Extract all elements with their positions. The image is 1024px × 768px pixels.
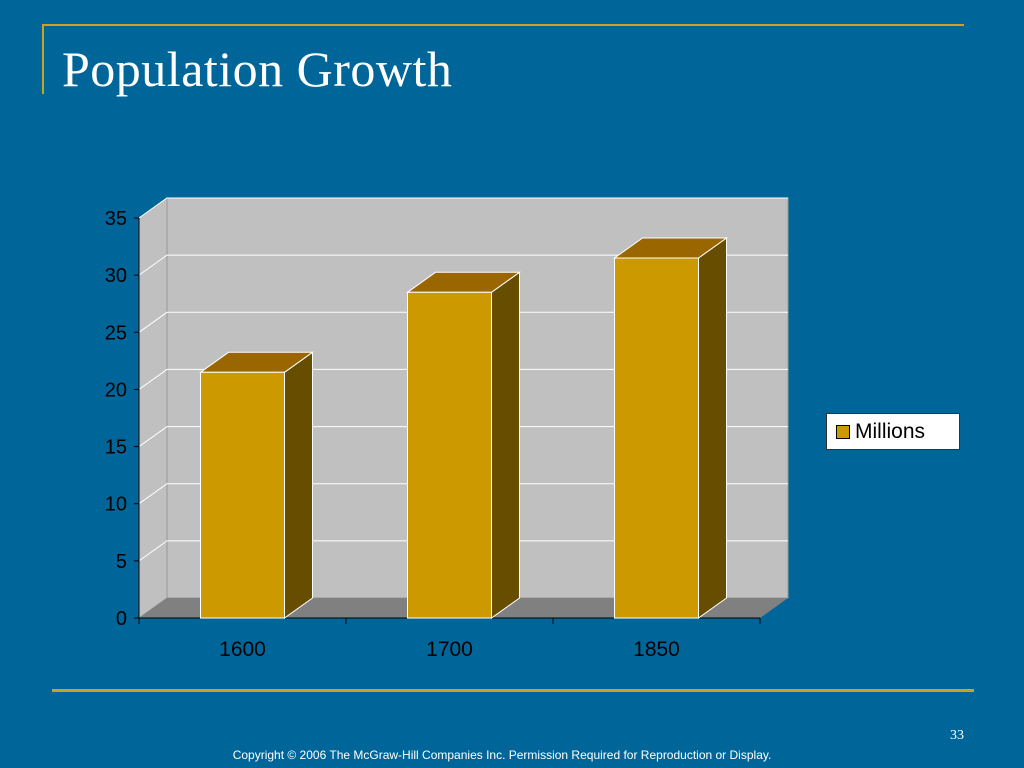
chart-legend: Millions <box>826 413 960 450</box>
chart-gridline <box>138 254 788 276</box>
bar-1850 <box>614 257 699 619</box>
y-tick-label: 20 <box>105 379 127 401</box>
y-tick-label: 35 <box>105 208 127 230</box>
slide-title: Population Growth <box>62 41 453 97</box>
copyright-footer: Copyright © 2006 The McGraw-Hill Compani… <box>232 748 772 762</box>
y-tick-label: 25 <box>105 322 127 344</box>
top-accent-line <box>42 24 964 26</box>
bar-1600 <box>200 371 285 619</box>
chart-gridline <box>138 483 788 505</box>
chart-gridline <box>138 311 788 333</box>
left-accent-line <box>42 24 44 94</box>
bar-1700 <box>407 291 492 619</box>
x-tick-label: 1850 <box>633 638 680 661</box>
bar-side-1600 <box>284 351 313 619</box>
chart-gridline <box>138 368 788 390</box>
chart-side-wall <box>138 197 168 619</box>
y-tick-label: 15 <box>105 437 127 459</box>
y-tick-label: 5 <box>116 551 127 573</box>
y-tick-label: 10 <box>105 494 127 516</box>
x-tick-label: 1700 <box>426 638 473 661</box>
bar-side-1850 <box>698 237 727 619</box>
bottom-accent-line <box>52 689 974 692</box>
y-tick-label: 0 <box>116 608 127 630</box>
chart-gridline <box>138 540 788 562</box>
chart-gridline <box>138 197 788 219</box>
legend-swatch-millions <box>836 424 850 439</box>
y-tick-label: 30 <box>105 265 127 287</box>
slide-number: 33 <box>950 728 964 743</box>
bar-side-1700 <box>491 271 520 619</box>
legend-label-millions: Millions <box>855 419 926 443</box>
chart-gridline <box>138 426 788 447</box>
x-tick-label: 1600 <box>219 638 266 661</box>
